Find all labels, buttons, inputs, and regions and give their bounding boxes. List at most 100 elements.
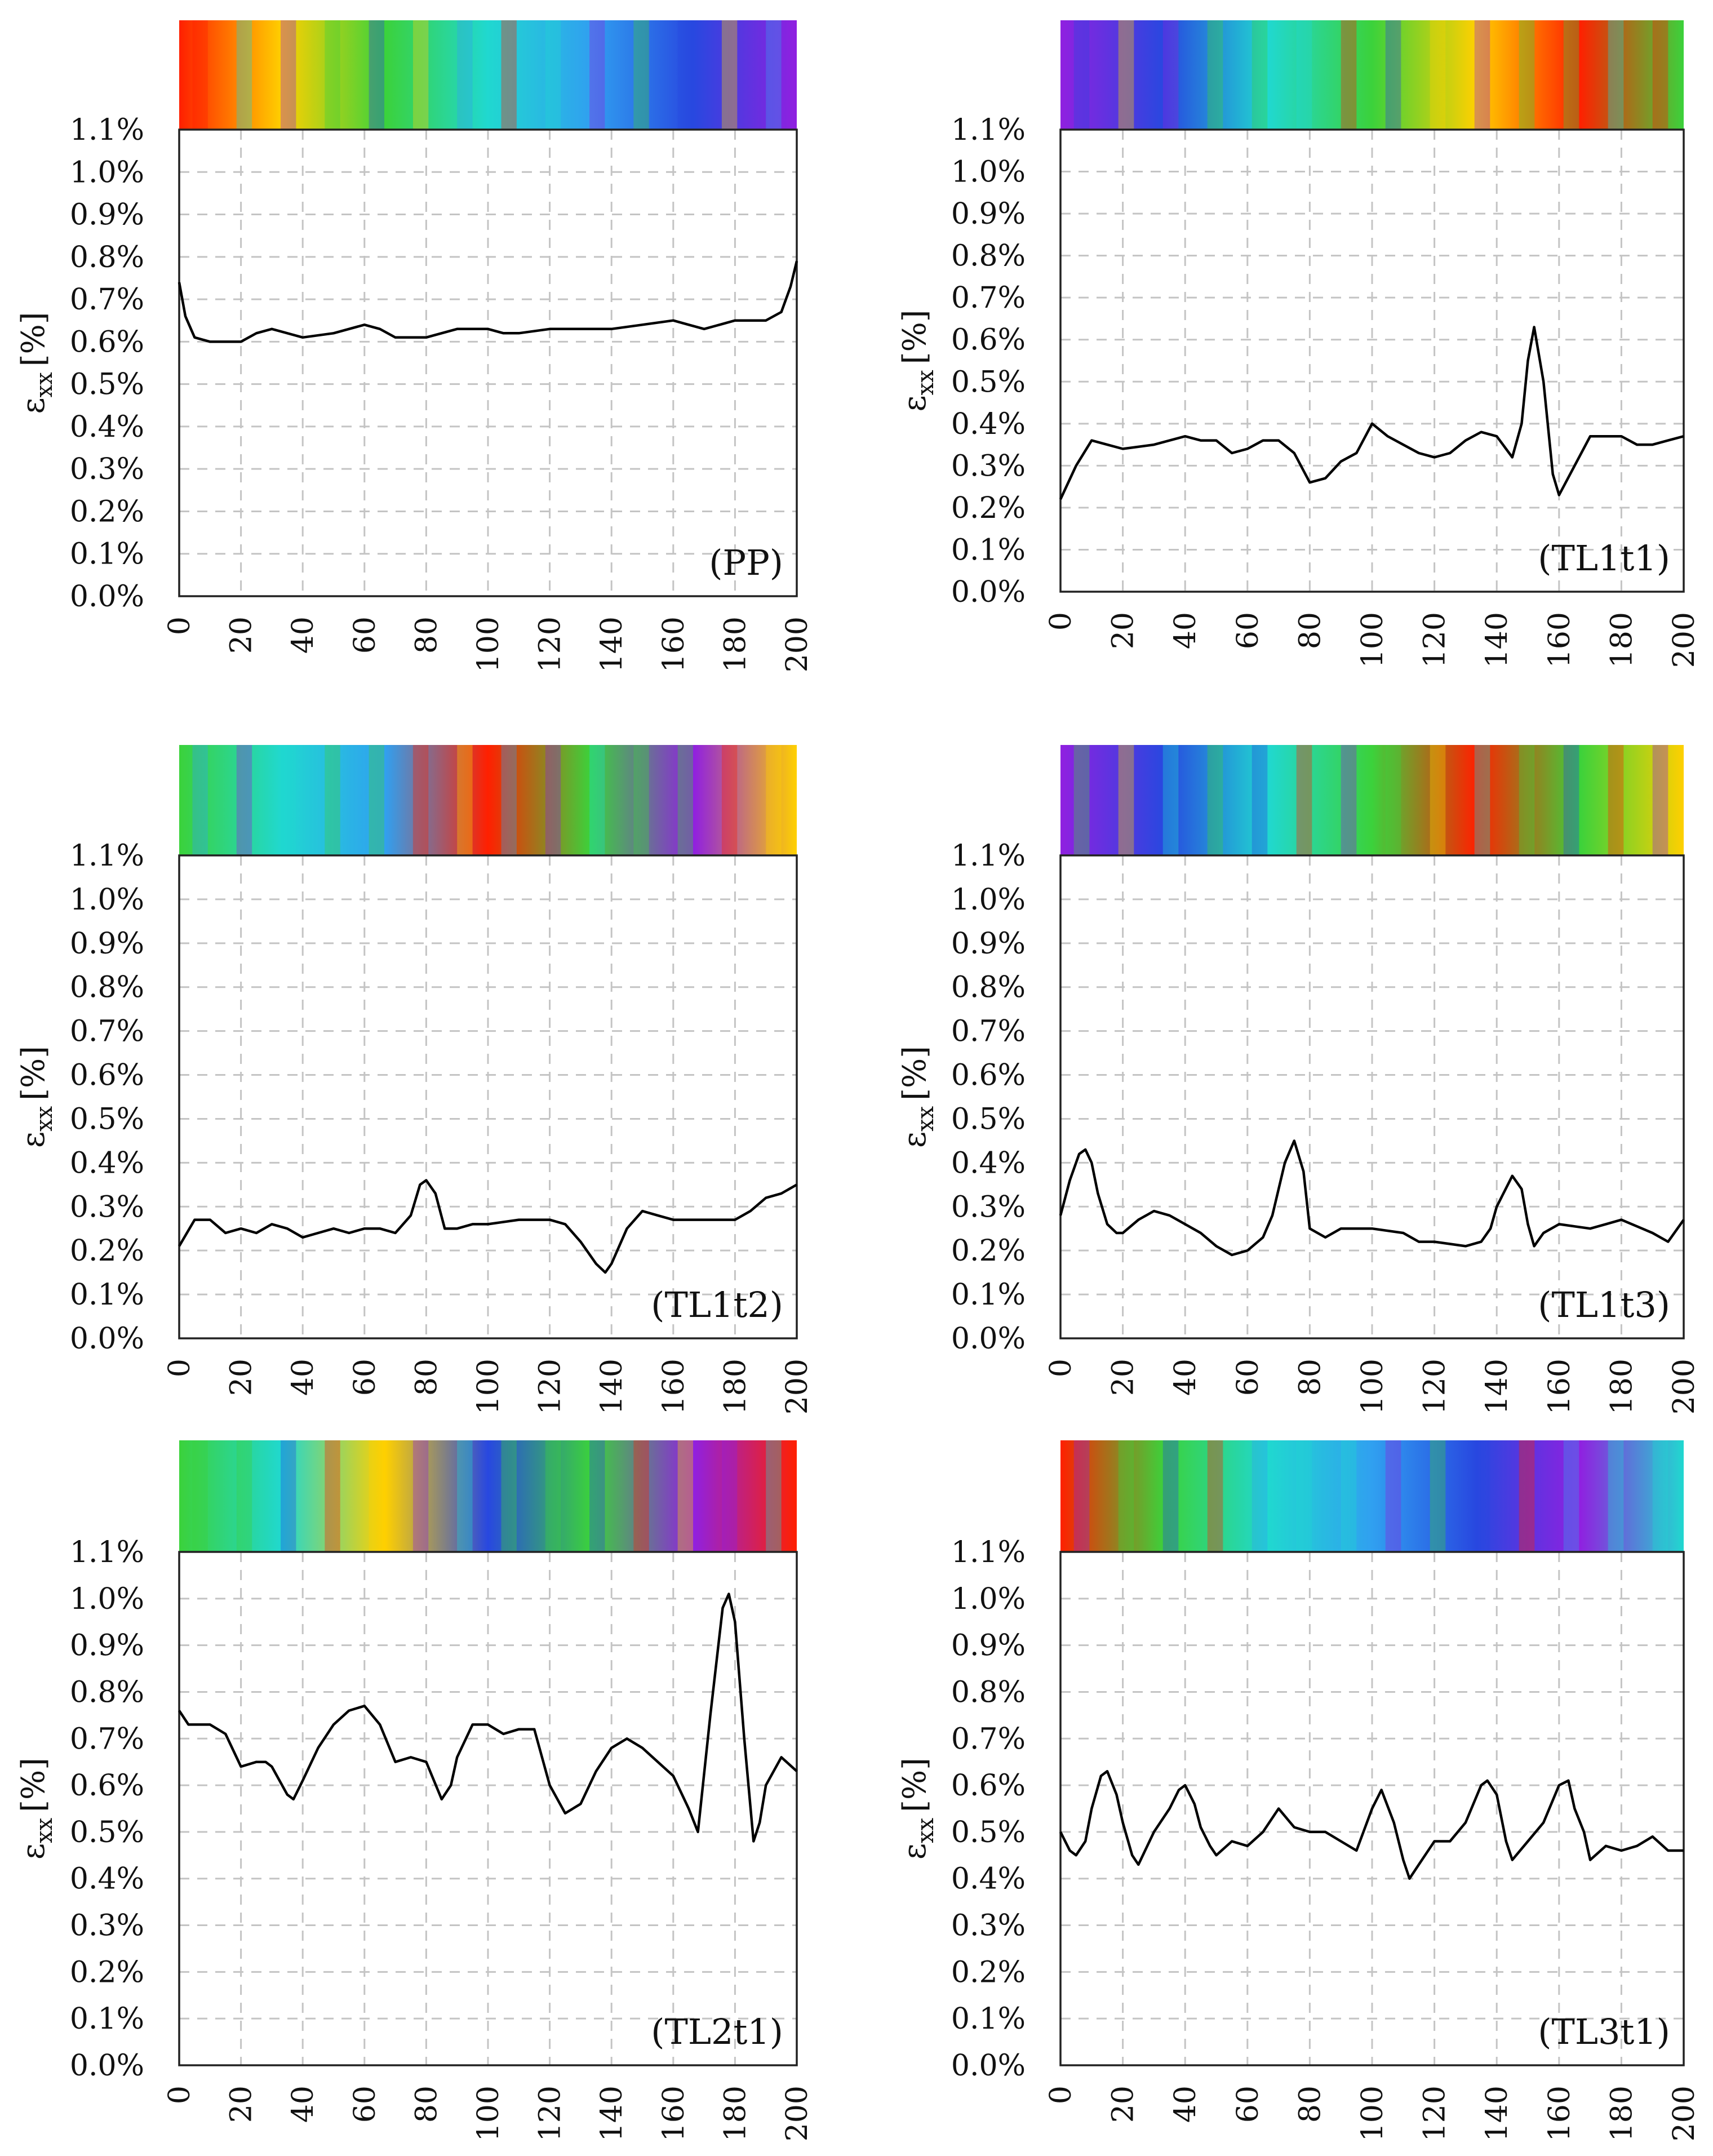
series-line (178, 1592, 798, 1843)
panel-label: (TL1t1) (1538, 538, 1670, 579)
series-line (178, 1179, 798, 1274)
y-tick-label: 0.4% (951, 1862, 1026, 1896)
gridlines (179, 855, 797, 1338)
x-tick-label: 100 (472, 2086, 505, 2141)
y-tick-label: 0.1% (70, 2002, 144, 2036)
strain-map (179, 1440, 797, 1552)
plot-frame (1059, 128, 1685, 593)
x-tick-label: 60 (348, 2086, 382, 2123)
y-tick-label: 0.8% (70, 971, 144, 1005)
x-tick-label: 80 (1293, 612, 1327, 649)
x-tick-label: 180 (718, 2086, 752, 2141)
gridlines (179, 130, 797, 596)
x-tick-label: 140 (1480, 2086, 1514, 2141)
x-tick-label: 140 (1480, 1359, 1514, 1414)
x-tick-label: 160 (657, 2086, 691, 2141)
y-tick-label: 0.9% (70, 198, 144, 232)
x-tick-label: 40 (1169, 612, 1202, 649)
y-tick-label: 0.3% (951, 1190, 1026, 1224)
y-tick-label: 0.5% (70, 1102, 144, 1136)
x-tick-label: 20 (1107, 612, 1140, 649)
y-tick-label: 0.7% (951, 281, 1026, 315)
plot-frame (178, 128, 798, 597)
x-tick-label: 120 (534, 1359, 567, 1414)
x-tick-label: 160 (1543, 1359, 1577, 1414)
x-tick-label: 20 (225, 2086, 259, 2123)
x-tick-label: 140 (595, 1359, 629, 1414)
y-tick-label: 0.7% (70, 283, 144, 317)
panel-label: (TL1t3) (1538, 1284, 1670, 1325)
x-tick-label: 60 (348, 616, 382, 654)
y-axis-label: εxx[%] (897, 1758, 939, 1860)
y-tick-label: 0.4% (951, 1146, 1026, 1180)
y-tick-label: 0.5% (70, 368, 144, 402)
x-tick-label: 60 (1231, 612, 1265, 649)
x-tick-label: 40 (286, 2086, 320, 2123)
series-line (1059, 1769, 1684, 1880)
x-tick-label: 20 (1107, 1359, 1140, 1396)
y-tick-label: 0.2% (70, 495, 144, 529)
strain-map (1060, 20, 1684, 130)
x-tick-label: 120 (1418, 612, 1452, 668)
strain-map (179, 745, 797, 855)
y-tick-label: 0.0% (951, 575, 1026, 609)
y-tick-label: 0.7% (951, 1015, 1026, 1049)
x-tick-label: 40 (1169, 1359, 1202, 1396)
y-tick-label: 0.0% (70, 1322, 144, 1356)
y-tick-label: 0.3% (70, 1190, 144, 1224)
x-tick-label: 80 (410, 1359, 443, 1396)
y-tick-label: 0.2% (951, 1234, 1026, 1268)
gridlines (179, 1552, 797, 2065)
y-tick-label: 0.5% (70, 1816, 144, 1849)
series-line (177, 260, 798, 343)
x-tick-label: 40 (1169, 2086, 1202, 2123)
x-tick-label: 40 (286, 1359, 320, 1396)
x-tick-label: 20 (225, 616, 259, 654)
strain-map (1060, 1440, 1684, 1552)
y-tick-label: 1.1% (951, 839, 1026, 873)
y-tick-label: 0.9% (70, 1629, 144, 1663)
y-tick-label: 0.6% (70, 1059, 144, 1093)
panel-label: (PP) (709, 542, 783, 583)
y-tick-label: 1.0% (951, 883, 1026, 917)
x-tick-label: 200 (1667, 612, 1701, 668)
y-tick-label: 0.6% (70, 1769, 144, 1803)
x-tick-label: 100 (1356, 2086, 1390, 2141)
x-tick-label: 40 (286, 616, 320, 654)
y-tick-label: 0.1% (70, 538, 144, 571)
x-tick-label: 80 (1293, 2086, 1327, 2123)
plot-frame (1059, 854, 1685, 1339)
y-tick-label: 0.6% (951, 1769, 1026, 1803)
x-tick-label: 100 (472, 1359, 505, 1414)
y-tick-label: 1.1% (951, 1536, 1026, 1569)
x-tick-label: 160 (1543, 612, 1577, 668)
x-tick-label: 60 (1231, 2086, 1265, 2123)
y-tick-label: 0.4% (951, 407, 1026, 441)
strain-map (1060, 745, 1684, 855)
y-tick-label: 0.9% (70, 927, 144, 961)
y-tick-label: 0.0% (70, 580, 144, 614)
chart-panel-4: 0.0% 0.1% 0.2% 0.3% 0.4% 0.5% 0.6% 0.7% 0.8% 0.9%… (897, 745, 1701, 1414)
y-tick-label: 0.5% (951, 1816, 1026, 1849)
plot-frame (1059, 1551, 1685, 2066)
y-tick-label: 0.9% (951, 927, 1026, 961)
plot-frame (178, 854, 798, 1339)
x-tick-label: 180 (718, 616, 752, 672)
x-tick-label: 180 (718, 1359, 752, 1414)
y-tick-label: 0.1% (951, 1278, 1026, 1312)
y-tick-label: 0.1% (951, 2002, 1026, 2036)
chart-panel-2: 0.0% 0.1% 0.2% 0.3% 0.4% 0.5% 0.6% 0.7% 0.8% 0.9%… (897, 20, 1701, 668)
y-tick-label: 0.7% (70, 1015, 144, 1049)
y-tick-label: 0.8% (951, 1675, 1026, 1709)
y-tick-label: 0.5% (951, 1102, 1026, 1136)
y-tick-label: 0.3% (951, 1909, 1026, 1943)
x-tick-label: 120 (1418, 2086, 1452, 2141)
y-tick-label: 1.1% (70, 1536, 144, 1569)
x-tick-label: 140 (595, 616, 629, 672)
x-tick-label: 80 (410, 616, 443, 654)
y-tick-label: 0.4% (70, 410, 144, 444)
x-tick-label: 20 (1107, 2086, 1140, 2123)
x-tick-label: 80 (1293, 1359, 1327, 1396)
y-tick-label: 0.6% (951, 323, 1026, 357)
y-tick-label: 0.9% (951, 1629, 1026, 1663)
